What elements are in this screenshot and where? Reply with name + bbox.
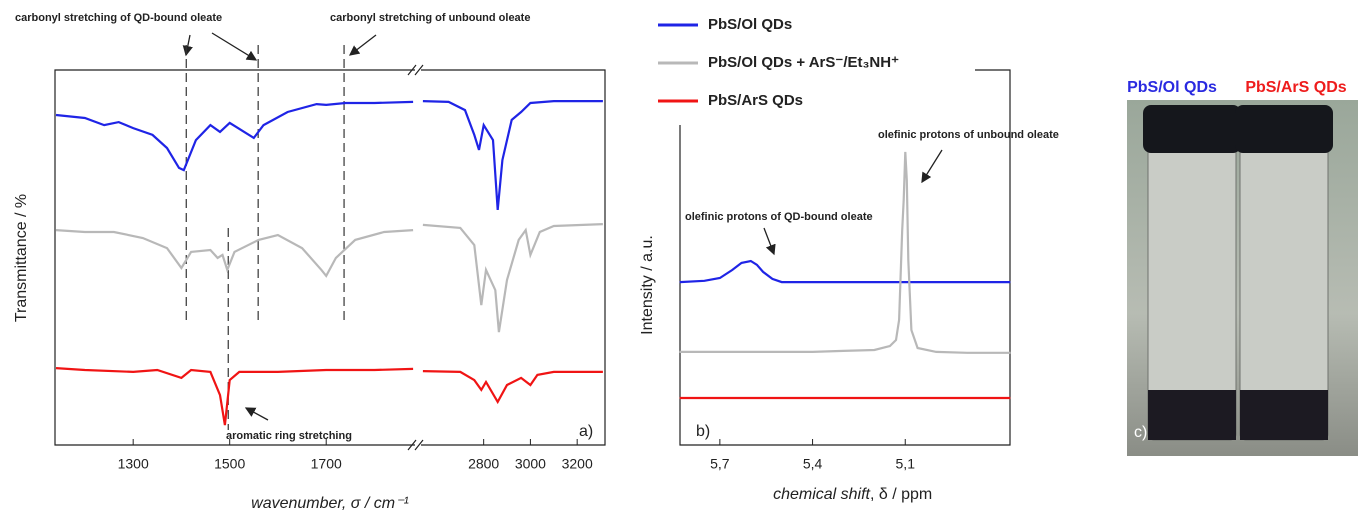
x-tick-label: 2800: [468, 456, 499, 472]
x-axis-label: , δ / ppm: [870, 486, 932, 503]
x-tick-label: 1700: [311, 456, 342, 472]
x-tick-label: 5,4: [803, 456, 823, 472]
spectrum-line: [679, 259, 1011, 284]
photo: [1127, 100, 1358, 456]
x-tick-label: 3200: [562, 456, 593, 472]
panel-label: a): [579, 423, 593, 440]
annotation: olefinic protons of QD-bound oleate: [685, 211, 873, 223]
legend-label: PbS/ArS QDs: [708, 92, 803, 109]
panel-label: c): [1134, 424, 1147, 441]
y-axis-label: Intensity / a.u.: [639, 235, 656, 335]
spectrum-line: [422, 370, 603, 405]
y-axis-label: Transmittance / %: [13, 194, 30, 322]
x-tick-label: 1300: [118, 456, 149, 472]
x-tick-label: 3000: [515, 456, 546, 472]
panel-label: b): [696, 423, 710, 440]
spectrum-line: [55, 100, 414, 172]
arrows-a: [182, 32, 377, 421]
annotation: carbonyl stretching of QD-bound oleate: [15, 12, 222, 24]
x-tick-label: 1500: [214, 456, 245, 472]
spectrum-line: [55, 229, 414, 278]
panel-a-frame: [54, 64, 606, 451]
spectrum-line: [422, 223, 603, 333]
annotation: carbonyl stretching of unbound oleate: [330, 12, 530, 24]
panel-b-frame: [679, 69, 1011, 446]
arrows-b: [763, 149, 943, 256]
x-tick-label: 5,1: [896, 456, 916, 472]
photo-label: PbS/Ol QDs: [1127, 79, 1217, 96]
spectrum-line: [422, 100, 603, 211]
annotation: olefinic protons of unbound oleate: [878, 129, 1059, 141]
spectrum-line: [55, 367, 414, 426]
annotation: aromatic ring stretching: [226, 430, 352, 442]
x-axis-label: wavenumber, σ / cm⁻¹: [251, 495, 409, 512]
legend-label: PbS/Ol QDs + ArS⁻/Et₃NH⁺: [708, 54, 899, 71]
photo-label: PbS/ArS QDs: [1245, 79, 1346, 96]
x-axis-label: chemical shift: [773, 486, 870, 503]
spectrum-line: [679, 151, 1011, 354]
x-tick-label: 5,7: [710, 456, 730, 472]
legend-label: PbS/Ol QDs: [708, 16, 792, 33]
